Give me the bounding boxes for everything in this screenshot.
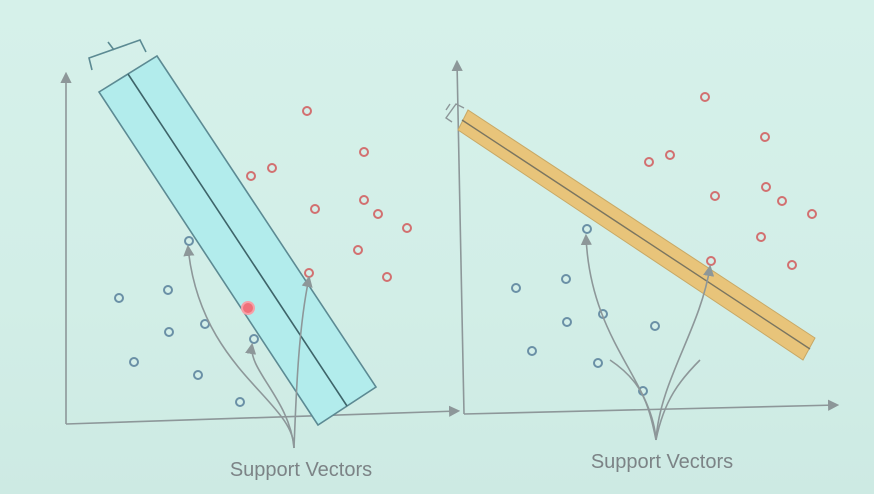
red-point: [710, 191, 720, 201]
right-decision-boundary: [461, 119, 811, 350]
left-support-vector-arrows: [183, 244, 313, 449]
arrow-to-blue-sv: [580, 233, 657, 441]
right-margin-bracket: [445, 103, 465, 123]
blue-point: [650, 321, 660, 331]
red-point: [760, 132, 770, 142]
red-point: [807, 209, 817, 219]
left-panel: [60, 39, 461, 449]
red-point: [359, 147, 369, 157]
right-caption: Support Vectors: [590, 451, 734, 473]
red-point: [246, 171, 256, 181]
red-point: [302, 106, 312, 116]
right-y-axis: [451, 59, 465, 415]
red-point: [761, 182, 771, 192]
left-x-axis: [65, 405, 461, 425]
blue-point: [593, 358, 603, 368]
red-point: [644, 157, 654, 167]
blue-support-vector: [582, 224, 592, 234]
blue-point: [527, 346, 537, 356]
arrow-bend-left: [609, 359, 657, 441]
red-point: [402, 223, 412, 233]
arrow-to-red-sv: [655, 264, 715, 441]
left-blue-points: [114, 236, 259, 407]
red-point: [756, 232, 766, 242]
blue-point: [561, 274, 571, 284]
blue-point: [511, 283, 521, 293]
left-caption: Support Vectors: [229, 459, 373, 481]
blue-point: [164, 327, 174, 337]
red-support-vector: [304, 268, 314, 278]
red-point: [665, 150, 675, 160]
red-point: [359, 195, 369, 205]
red-point: [382, 272, 392, 282]
blue-support-vector: [249, 334, 259, 344]
red-point: [353, 245, 363, 255]
highlighted-red-point: [241, 301, 255, 315]
blue-point: [235, 397, 245, 407]
blue-point: [562, 317, 572, 327]
blue-point: [129, 357, 139, 367]
arrow-bend-right: [655, 359, 701, 441]
left-margin-bracket: [88, 39, 147, 71]
blue-support-vector: [184, 236, 194, 246]
right-red-points: [644, 92, 817, 270]
arrow-to-upper-blue-sv: [183, 244, 295, 449]
left-decision-boundary: [127, 73, 348, 407]
red-point: [700, 92, 710, 102]
right-x-axis: [463, 399, 840, 415]
red-point: [373, 209, 383, 219]
blue-point: [163, 285, 173, 295]
arrow-to-lower-blue-sv: [245, 342, 295, 449]
right-blue-points: [511, 224, 660, 396]
red-point: [310, 204, 320, 214]
right-panel: [445, 59, 840, 441]
right-support-vector-arrows: [580, 233, 715, 441]
red-point: [267, 163, 277, 173]
red-point: [777, 196, 787, 206]
red-point: [787, 260, 797, 270]
blue-point: [193, 370, 203, 380]
blue-point: [114, 293, 124, 303]
red-support-vector: [706, 256, 716, 266]
left-red-points: [241, 106, 412, 315]
arrow-to-red-sv: [293, 275, 313, 449]
